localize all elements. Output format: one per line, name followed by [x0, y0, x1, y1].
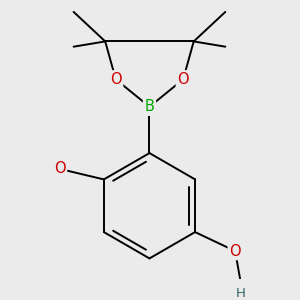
- Text: O: O: [54, 161, 65, 176]
- Text: B: B: [145, 99, 154, 114]
- Text: O: O: [229, 244, 241, 259]
- Text: O: O: [177, 72, 189, 87]
- Text: O: O: [110, 72, 122, 87]
- Text: H: H: [236, 287, 245, 300]
